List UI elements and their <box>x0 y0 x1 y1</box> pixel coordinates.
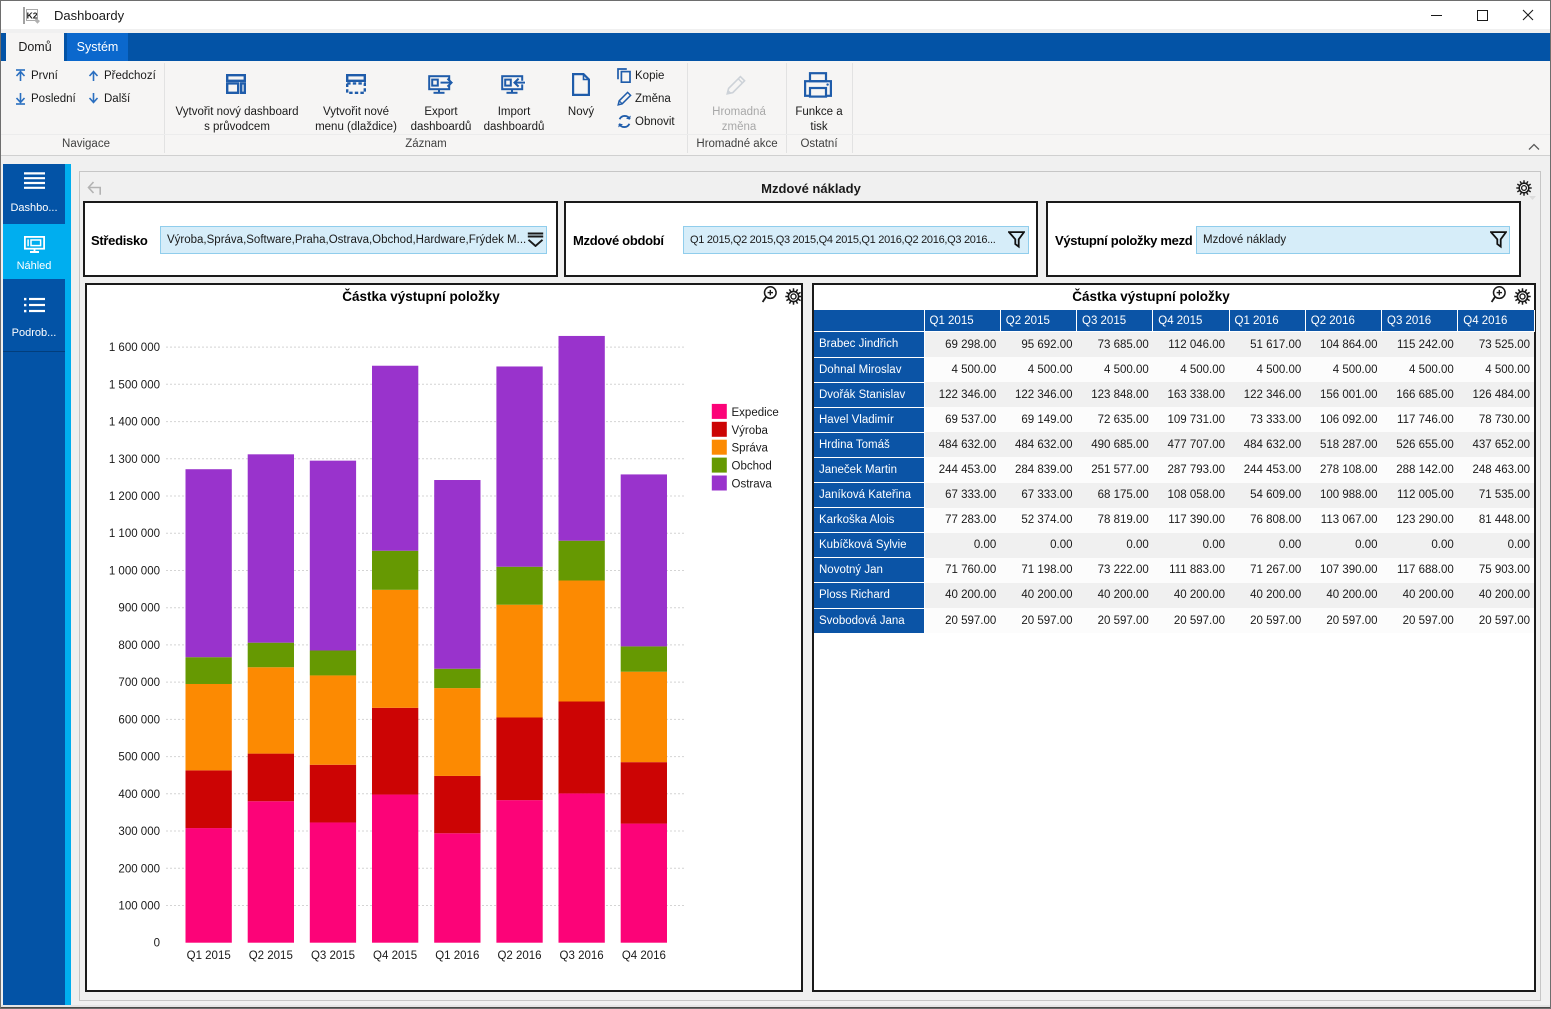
svg-text:Q1 2016: Q1 2016 <box>435 950 479 962</box>
svg-text:1 100 000: 1 100 000 <box>109 528 160 540</box>
svg-text:Q3 2016: Q3 2016 <box>560 950 604 962</box>
svg-text:Q4 2015: Q4 2015 <box>373 950 417 962</box>
svg-text:0: 0 <box>154 938 160 950</box>
svg-text:Q2 2015: Q2 2015 <box>249 950 293 962</box>
svg-text:100 000: 100 000 <box>118 901 160 913</box>
svg-text:200 000: 200 000 <box>118 863 160 875</box>
svg-text:Q4 2016: Q4 2016 <box>622 950 666 962</box>
svg-text:K2: K2 <box>27 11 38 21</box>
svg-text:Expedice: Expedice <box>732 407 779 419</box>
svg-text:Ostrava: Ostrava <box>732 479 773 491</box>
svg-text:Výroba: Výroba <box>732 425 769 437</box>
svg-text:1 200 000: 1 200 000 <box>109 491 160 503</box>
svg-text:Obchod: Obchod <box>732 461 772 473</box>
svg-text:900 000: 900 000 <box>118 603 160 615</box>
svg-text:1 300 000: 1 300 000 <box>109 454 160 466</box>
svg-text:700 000: 700 000 <box>118 677 160 689</box>
svg-text:600 000: 600 000 <box>118 714 160 726</box>
svg-text:1 400 000: 1 400 000 <box>109 417 160 429</box>
svg-text:1 500 000: 1 500 000 <box>109 379 160 391</box>
svg-text:Q3 2015: Q3 2015 <box>311 950 355 962</box>
svg-text:500 000: 500 000 <box>118 752 160 764</box>
svg-text:1 600 000: 1 600 000 <box>109 342 160 354</box>
svg-text:Správa: Správa <box>732 443 769 455</box>
svg-text:800 000: 800 000 <box>118 640 160 652</box>
svg-text:1 000 000: 1 000 000 <box>109 566 160 578</box>
svg-text:Q1 2015: Q1 2015 <box>187 950 231 962</box>
svg-text:300 000: 300 000 <box>118 826 160 838</box>
svg-text:Q2 2016: Q2 2016 <box>497 950 541 962</box>
svg-text:400 000: 400 000 <box>118 789 160 801</box>
